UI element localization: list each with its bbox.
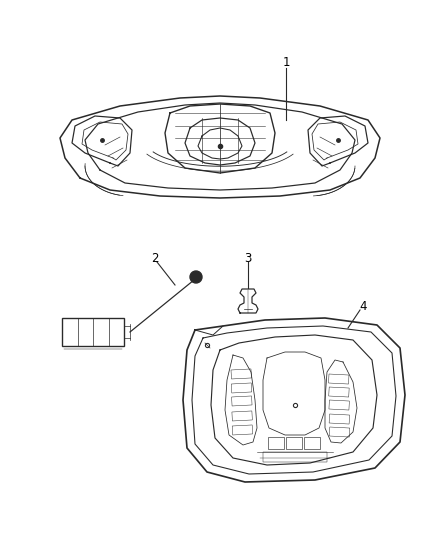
Bar xyxy=(329,427,350,437)
Bar xyxy=(231,369,251,379)
Bar xyxy=(231,383,252,393)
Text: 1: 1 xyxy=(282,55,290,69)
Text: 3: 3 xyxy=(244,252,252,264)
Circle shape xyxy=(190,271,202,283)
FancyBboxPatch shape xyxy=(286,437,302,449)
Bar xyxy=(329,400,350,410)
Bar xyxy=(328,374,349,384)
Text: 4: 4 xyxy=(359,301,367,313)
Bar xyxy=(232,425,253,435)
Text: 2: 2 xyxy=(151,252,159,264)
Bar xyxy=(62,318,124,346)
Bar xyxy=(329,414,350,424)
Bar xyxy=(329,387,349,397)
Bar xyxy=(263,452,327,462)
Bar xyxy=(232,396,252,406)
FancyBboxPatch shape xyxy=(304,437,320,449)
Bar xyxy=(232,411,252,421)
FancyBboxPatch shape xyxy=(268,437,284,449)
